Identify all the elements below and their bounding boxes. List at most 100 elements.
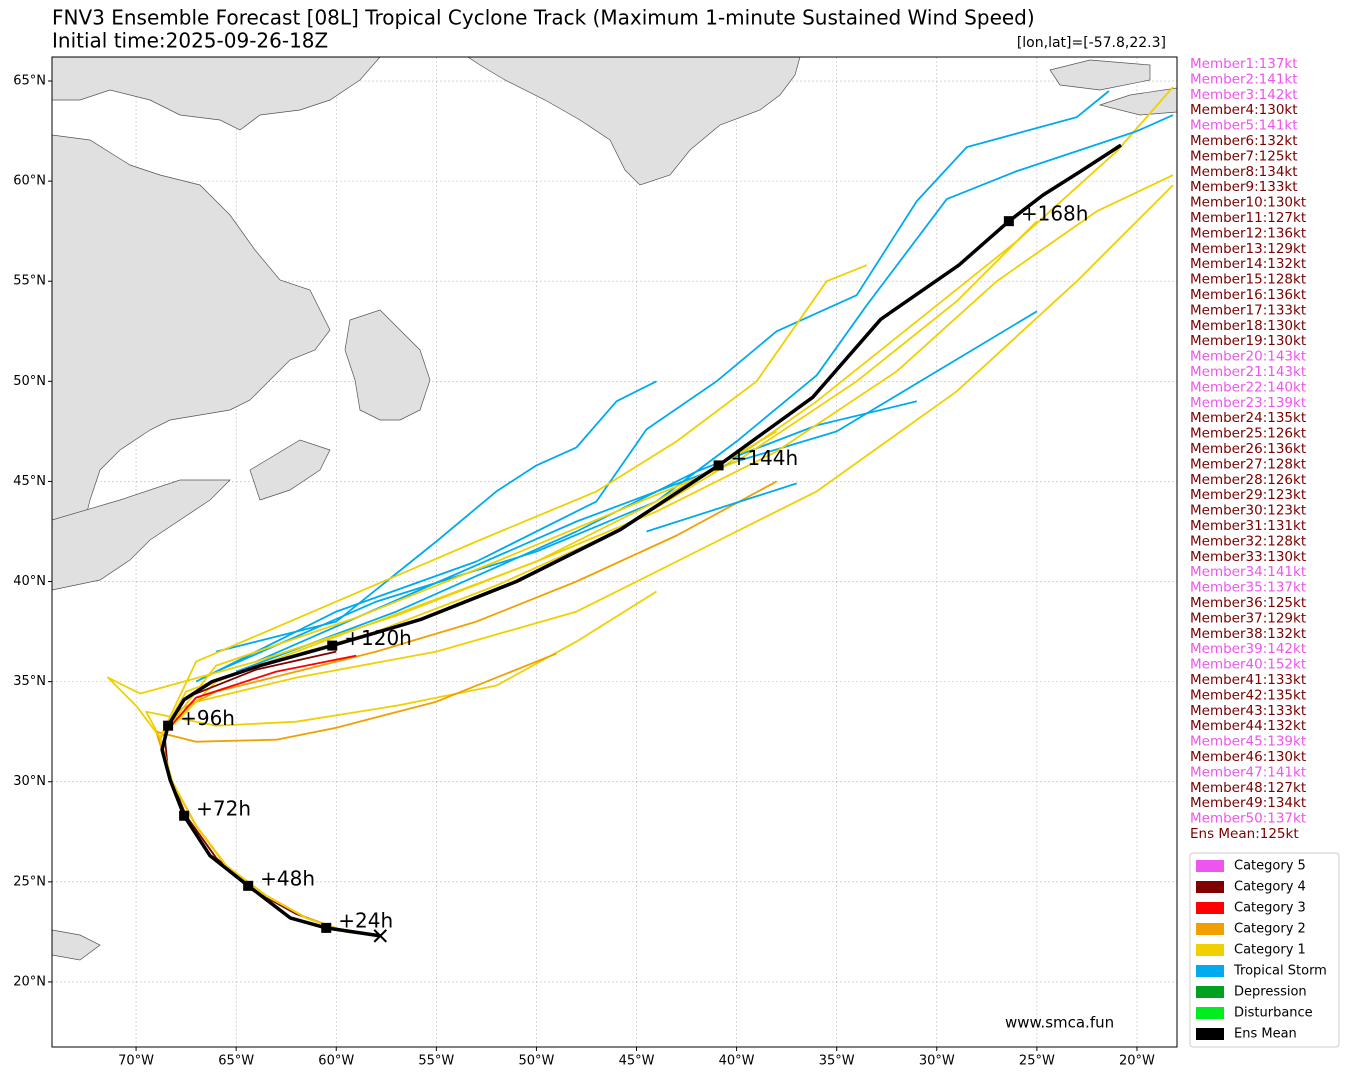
time-label: +168h	[1021, 202, 1089, 226]
member-label: Member42:135kt	[1190, 687, 1306, 703]
member-label: Ens Mean:125kt	[1190, 826, 1299, 842]
time-label: +24h	[338, 908, 393, 932]
member-label: Member32:128kt	[1190, 533, 1306, 549]
member-track	[646, 482, 797, 533]
x-tick-label: 70°W	[118, 1054, 154, 1069]
legend-label: Category 4	[1234, 880, 1306, 895]
legend-swatch	[1196, 1007, 1224, 1019]
member-track	[235, 400, 918, 673]
y-tick-label: 30°N	[13, 774, 46, 789]
member-label: Member13:129kt	[1190, 241, 1306, 257]
map-frame	[51, 56, 1178, 1048]
member-label: Member7:125kt	[1190, 148, 1298, 164]
member-track	[163, 650, 381, 937]
member-label: Member31:131kt	[1190, 518, 1306, 534]
legend-label: Disturbance	[1234, 1006, 1313, 1021]
y-tick-label: 60°N	[13, 174, 46, 189]
land	[52, 57, 1177, 961]
member-label: Member11:127kt	[1190, 210, 1306, 226]
member-label: Member17:133kt	[1190, 302, 1306, 318]
greenland	[467, 57, 801, 186]
x-tick-label: 25°W	[1019, 1054, 1055, 1069]
member-label: Member18:130kt	[1190, 318, 1306, 334]
member-label: Member2:141kt	[1190, 71, 1298, 87]
start-marker	[373, 929, 387, 943]
member-label: Member1:137kt	[1190, 56, 1298, 72]
legend-swatch	[1196, 923, 1224, 935]
subtitle: Initial time:2025-09-26-18Z	[52, 29, 328, 53]
member-label: Member21:143kt	[1190, 364, 1306, 380]
axes: 70°W 65°W 60°W 55°W 50°W 45°W 40°W 35°W 30°W 25°W…	[13, 74, 1155, 1069]
mean-track	[160, 143, 1122, 938]
y-tick-label: 25°N	[13, 874, 46, 889]
legend-box	[1189, 852, 1340, 1048]
watermark: www.smca.fun	[1005, 1014, 1114, 1032]
member-label: Member46:130kt	[1190, 749, 1306, 765]
legend-label: Category 1	[1234, 943, 1306, 958]
member-track	[159, 174, 1174, 937]
member-label: Member39:142kt	[1190, 641, 1306, 657]
europe	[1098, 87, 1177, 116]
x-tick-label: 60°W	[318, 1054, 354, 1069]
legend-label: Ens Mean	[1234, 1027, 1297, 1042]
legend-swatch	[1196, 965, 1224, 977]
member-label: Member49:134kt	[1190, 795, 1306, 811]
member-label: Member27:128kt	[1190, 456, 1306, 472]
y-tick-label: 65°N	[13, 74, 46, 89]
time-label: +120h	[344, 626, 412, 650]
member-track	[159, 654, 381, 937]
arctic-islands	[52, 57, 381, 131]
time-label: +72h	[196, 796, 251, 820]
member-label: Member16:136kt	[1190, 287, 1306, 303]
y-tick-label: 45°N	[13, 474, 46, 489]
y-tick-label: 40°N	[13, 574, 46, 589]
x-tick-label: 55°W	[418, 1054, 454, 1069]
legend-swatch	[1196, 902, 1224, 914]
member-track	[155, 652, 557, 937]
member-label: Member28:126kt	[1190, 472, 1306, 488]
nova-scotia	[249, 439, 331, 501]
legend-swatch	[1196, 881, 1224, 893]
labrador-quebec	[52, 134, 331, 571]
title: FNV3 Ensemble Forecast [08L] Tropical Cy…	[52, 6, 1035, 30]
time-label: +144h	[731, 446, 799, 470]
member-label: Member6:132kt	[1190, 133, 1298, 149]
iceland	[1049, 59, 1151, 91]
legend-label: Tropical Storm	[1233, 964, 1327, 979]
member-label: Member44:132kt	[1190, 718, 1306, 734]
member-label: Member20:143kt	[1190, 349, 1306, 365]
member-track	[215, 114, 1174, 673]
member-label: Member30:123kt	[1190, 503, 1306, 519]
member-label: Member22:140kt	[1190, 379, 1306, 395]
legend-swatch	[1196, 860, 1224, 872]
legend-label: Category 5	[1234, 859, 1306, 874]
x-tick-label: 45°W	[619, 1054, 655, 1069]
legend-swatch	[1196, 986, 1224, 998]
member-track	[159, 220, 1038, 937]
time-label: +48h	[260, 866, 315, 890]
member-label: Member37:129kt	[1190, 610, 1306, 626]
x-tick-label: 20°W	[1119, 1054, 1155, 1069]
tracks: +24h +48h +72h +96h +120h +144h +168h	[107, 86, 1174, 943]
legend-label: Depression	[1234, 985, 1307, 1000]
y-tick-label: 20°N	[13, 974, 46, 989]
legend-swatch	[1196, 944, 1224, 956]
member-label: Member15:128kt	[1190, 272, 1306, 288]
time-marker	[179, 810, 190, 821]
member-label: Member29:123kt	[1190, 487, 1306, 503]
member-label: Member36:125kt	[1190, 595, 1306, 611]
member-label: Member9:133kt	[1190, 179, 1298, 195]
time-marker	[713, 460, 724, 471]
member-label: Member3:142kt	[1190, 87, 1298, 103]
member-label: Member12:136kt	[1190, 225, 1306, 241]
new-england	[52, 479, 231, 591]
member-label: Member38:132kt	[1190, 626, 1306, 642]
member-label: Member33:130kt	[1190, 549, 1306, 565]
member-label: Member34:141kt	[1190, 564, 1306, 580]
member-label: Member4:130kt	[1190, 102, 1298, 118]
member-label: Member40:152kt	[1190, 657, 1306, 673]
member-label: Member35:137kt	[1190, 580, 1306, 596]
x-tick-label: 65°W	[218, 1054, 254, 1069]
time-marker	[243, 880, 254, 891]
